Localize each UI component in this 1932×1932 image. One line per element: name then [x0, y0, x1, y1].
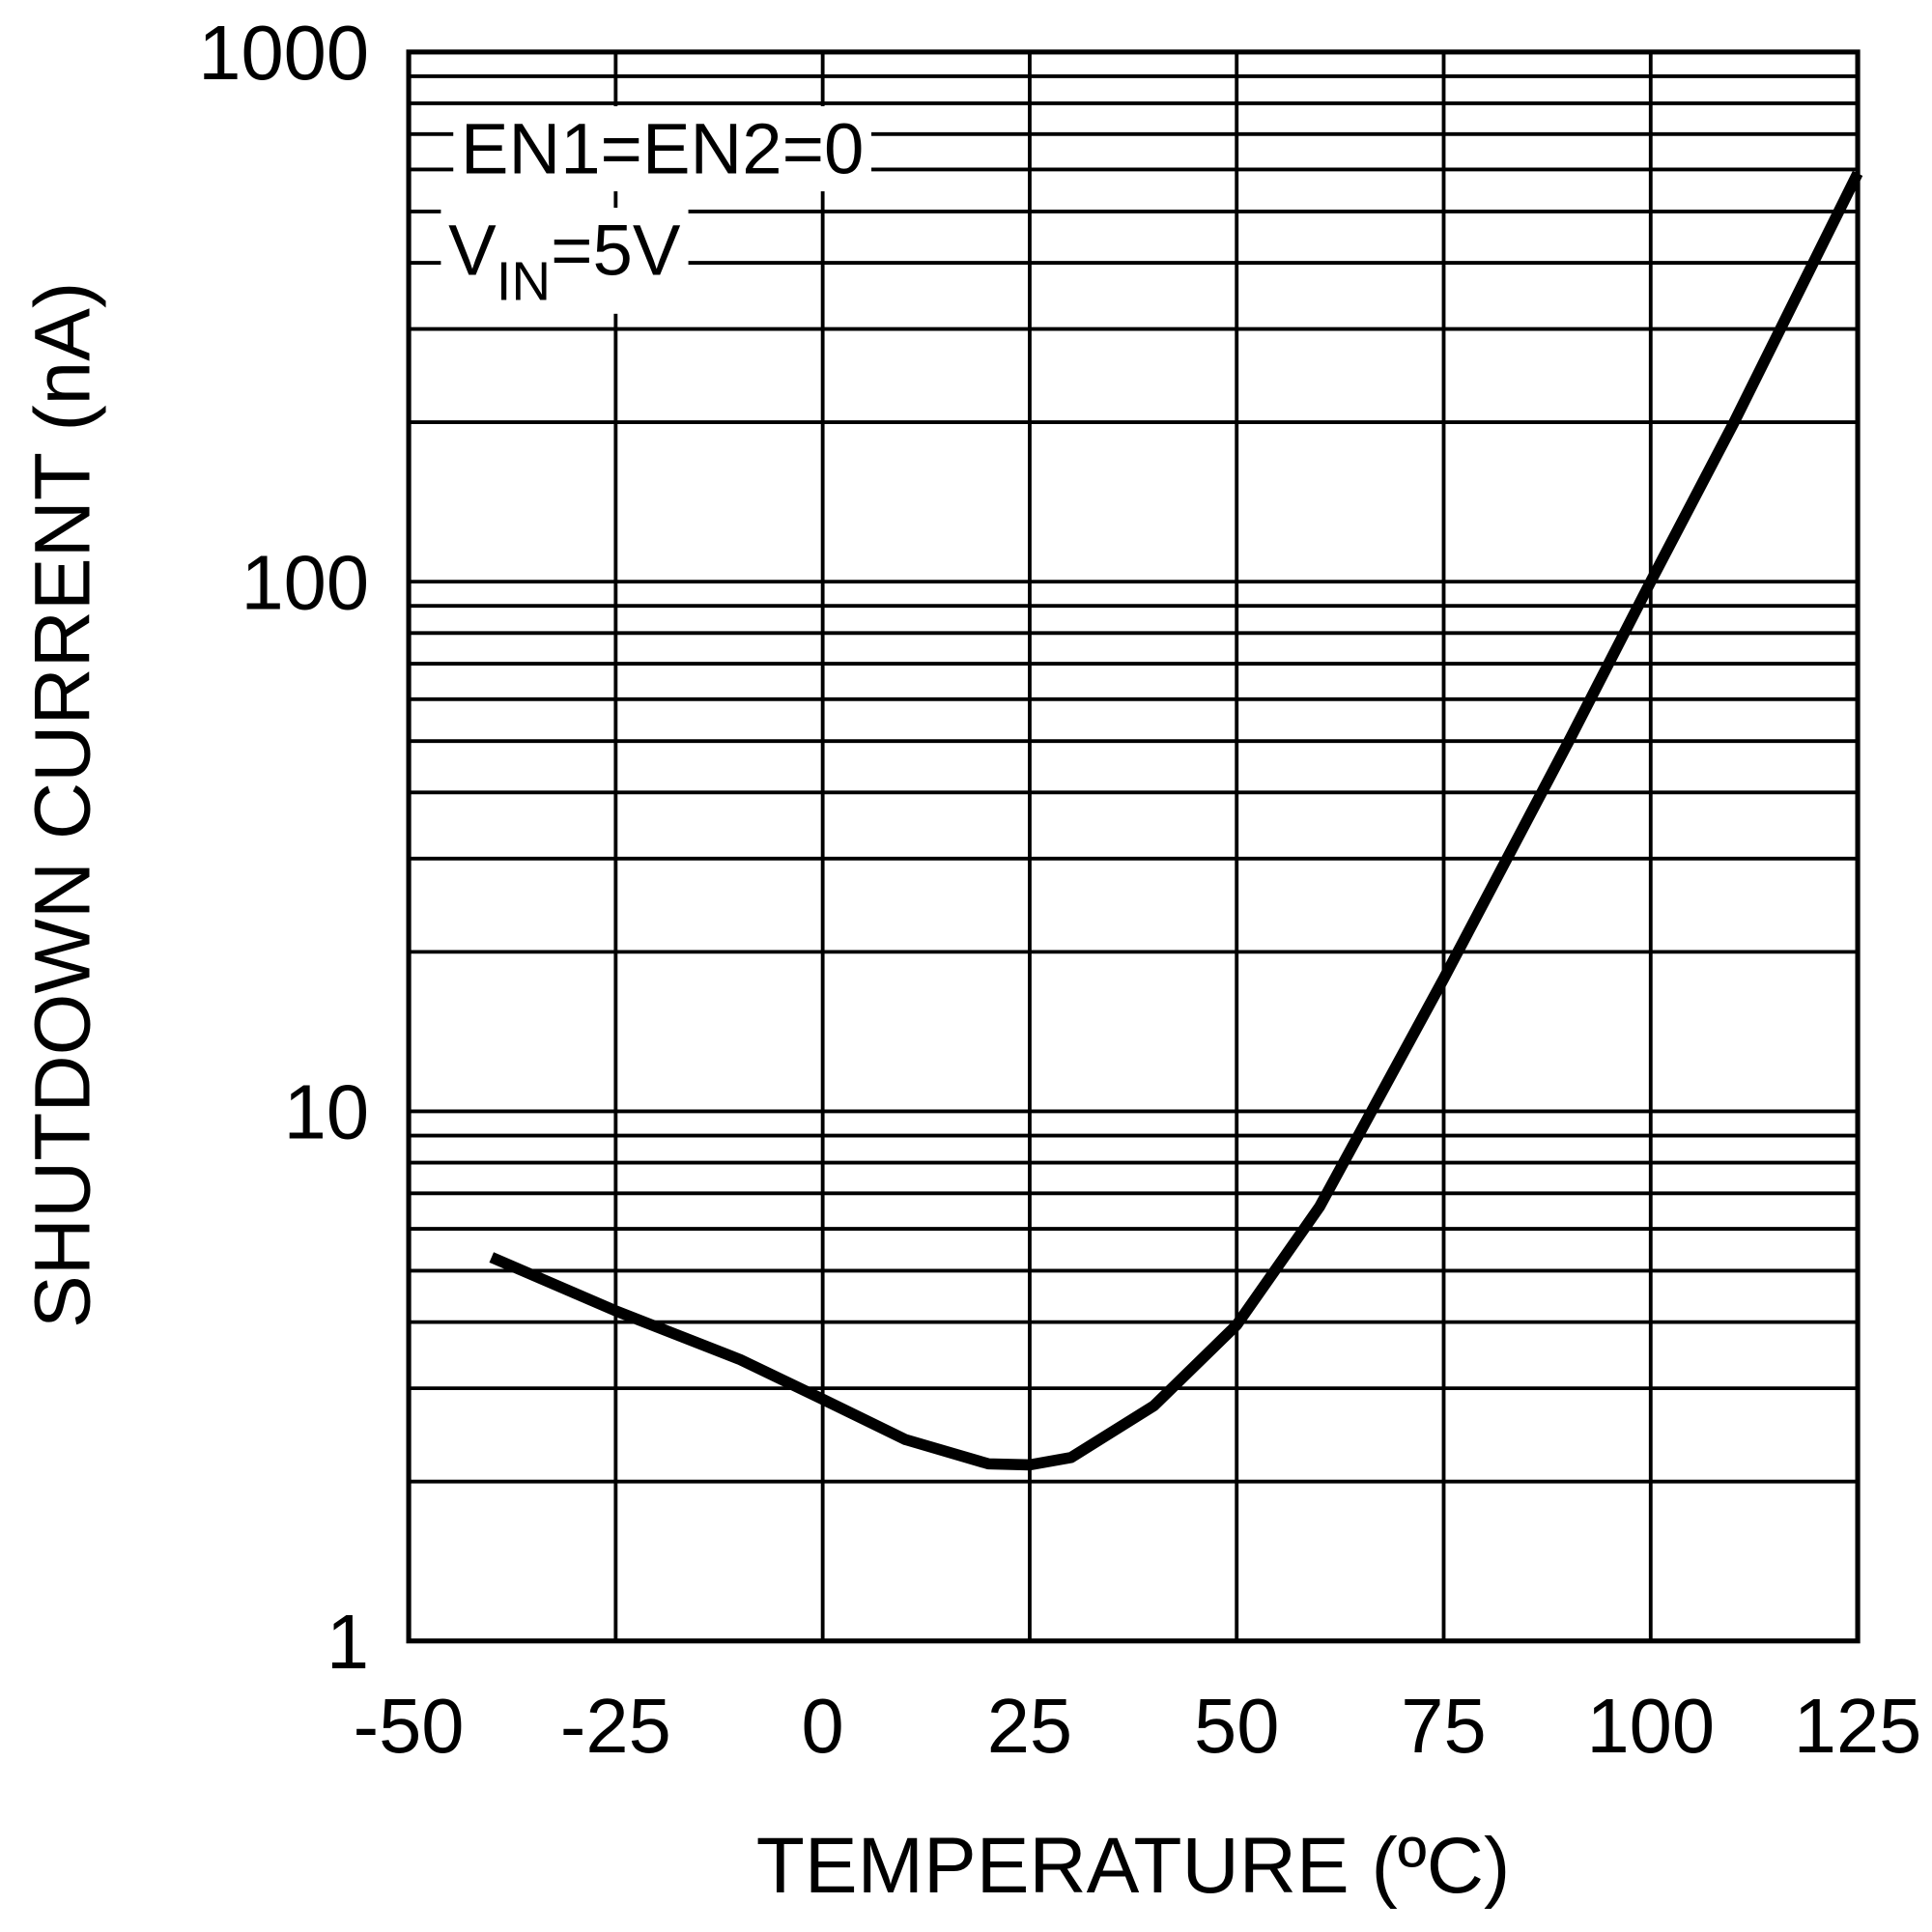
plot-frame — [406, 49, 1861, 1644]
x-tick-label: -25 — [560, 1683, 671, 1769]
x-tick-label: 50 — [1194, 1683, 1279, 1769]
grid — [406, 49, 1861, 1644]
x-tick-label: 100 — [1586, 1683, 1715, 1769]
x-tick-label: 25 — [987, 1683, 1072, 1769]
y-tick-label: 1000 — [198, 10, 369, 96]
x-tick-label: 75 — [1401, 1683, 1486, 1769]
annotation-background — [440, 208, 689, 314]
x-axis-label: TEMPERATURE (ºC) — [756, 1822, 1511, 1910]
labels: -50 -25 0 25 50 75 100 125 1 10 100 1000 EN1=EN2=0 VI… — [198, 10, 1921, 1769]
annotation-part: =5V — [551, 211, 681, 291]
data-line — [489, 170, 1863, 1471]
y-axis-label: SHUTDOWN CURRENT (nA) — [18, 282, 106, 1328]
annotation-part: IN — [497, 250, 551, 311]
annotation-background — [453, 105, 872, 192]
annotation-part: V — [448, 211, 497, 291]
x-tick-label: 0 — [802, 1683, 844, 1769]
marks — [489, 170, 1863, 1471]
annotation: VIN=5V — [448, 211, 681, 312]
annotation: EN1=EN2=0 — [461, 108, 864, 188]
x-tick-label: 125 — [1794, 1683, 1922, 1769]
x-tick-label: -50 — [354, 1683, 465, 1769]
y-tick-label: 100 — [241, 539, 369, 625]
y-tick-label: 1 — [327, 1599, 369, 1685]
y-tick-label: 10 — [284, 1069, 369, 1155]
